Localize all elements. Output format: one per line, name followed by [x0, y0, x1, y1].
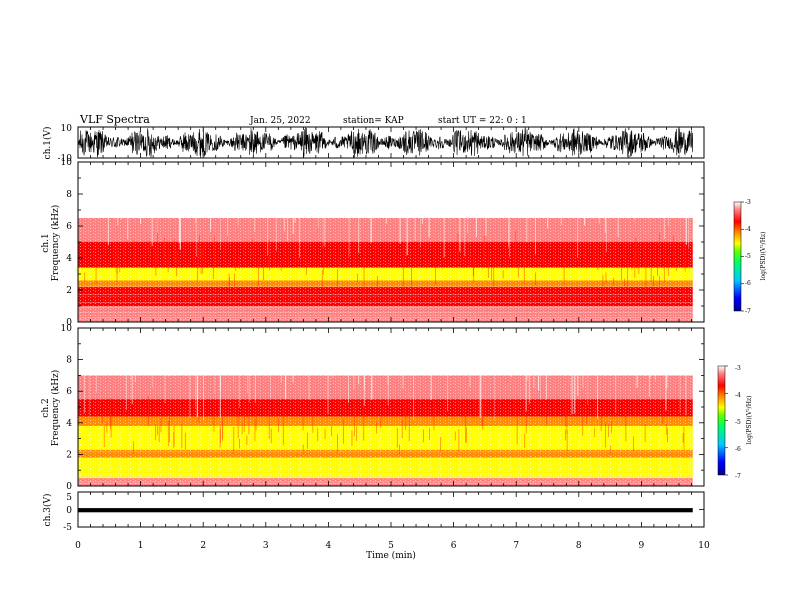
time-tick-2: 2: [200, 541, 206, 551]
ch3-waveform-panel: 5 0 -5 ch.3(V): [42, 491, 705, 533]
ch2-freq-tick-2: 2: [66, 450, 72, 460]
ch3-waveform-ticks: [77, 491, 705, 528]
ch2-freq-tick-4: 4: [66, 419, 72, 429]
ch1-spectrogram-ticks: [77, 161, 705, 323]
time-tick-6: 6: [451, 541, 457, 551]
ch2-colorbar-tick-m7: -7: [735, 473, 741, 480]
ch1-ytick-bottom: -10: [58, 154, 73, 164]
ch2-spectrogram-panel: 0 2 4 6 8 10 ch.2 Frequency (kHz) -3 -4 …: [41, 324, 753, 492]
ch3-waveform-ylabel: ch.3(V): [42, 494, 53, 527]
ch1-freq-tick-2: 2: [66, 286, 72, 296]
ch1-freq-tick-8: 8: [66, 190, 72, 200]
ch1-spectrogram-channel-label: ch.1: [41, 233, 51, 252]
ch2-colorbar-tick-m4: -4: [735, 392, 741, 399]
time-tick-7: 7: [513, 541, 519, 551]
ch1-colorbar-tick-m7: -7: [745, 308, 751, 315]
ch1-waveform-panel: 10 -10 ch.1(V): [42, 124, 705, 164]
time-tick-3: 3: [263, 541, 269, 551]
ch1-spectrogram-image: [78, 162, 693, 322]
header-start-time: start UT = 22: 0 : 1: [438, 116, 527, 126]
ch3-waveform-trace: [78, 508, 693, 513]
time-tick-4: 4: [326, 541, 332, 551]
time-tick-9: 9: [639, 541, 645, 551]
ch1-spectrogram-ylabel: Frequency (kHz): [50, 205, 61, 282]
ch2-freq-tick-6: 6: [66, 387, 72, 397]
ch2-colorbar: [717, 365, 726, 476]
ch2-spectrogram-channel-label: ch.2: [41, 398, 51, 417]
ch1-ytick-top: 10: [61, 124, 73, 134]
ch2-spectrogram-image: [78, 328, 693, 486]
time-axis-tick-labels: 0 1 2 3 4 5 6 7 8 9 10: [75, 541, 710, 551]
time-axis-label: Time (min): [366, 550, 416, 561]
ch1-freq-tick-4: 4: [66, 254, 72, 264]
ch2-spectrogram-ticks: [77, 327, 705, 487]
ch1-colorbar-ticks: [741, 201, 744, 312]
header-station: station= KAP: [343, 116, 404, 126]
ch2-freq-tick-0: 0: [66, 482, 72, 492]
ch3-ytick-0: 0: [66, 506, 72, 516]
ch3-ytick-m5: -5: [63, 523, 72, 533]
spectrogram-speckle: [78, 162, 693, 322]
ch3-waveform-band: [78, 508, 693, 513]
ch1-colorbar-tick-m5: -5: [745, 253, 751, 260]
spectrogram-speckle: [78, 328, 693, 486]
ch2-colorbar-tick-m5: -5: [735, 419, 741, 426]
ch1-colorbar-tick-m6: -6: [745, 280, 751, 287]
ch1-spectrogram-panel: 0 2 4 6 8 10 ch.1 Frequency (kHz) -3 -4 …: [41, 158, 767, 328]
header-date: Jan. 25, 2022: [249, 116, 311, 126]
ch1-freq-tick-0: 0: [66, 318, 72, 328]
ch2-colorbar-label: log(PSD)(V²/Hz): [746, 396, 753, 445]
time-tick-5: 5: [388, 541, 394, 551]
time-tick-0: 0: [75, 541, 81, 551]
ch1-waveform-ylabel: ch.1(V): [42, 127, 53, 160]
ch1-waveform-line: [77, 127, 694, 159]
ch2-freq-tick-8: 8: [66, 356, 72, 366]
ch2-colorbar-tick-m6: -6: [735, 446, 741, 453]
ch3-ytick-5: 5: [66, 493, 72, 503]
ch1-waveform-ticks: [77, 127, 705, 158]
figure-title: VLF Spectra: [79, 113, 150, 126]
ch2-spectrogram-ylabel: Frequency (kHz): [50, 370, 61, 447]
ch2-colorbar-ticks: [725, 365, 728, 476]
ch1-colorbar-tick-m3: -3: [745, 199, 751, 206]
ch2-freq-tick-10: 10: [61, 324, 73, 334]
ch1-colorbar-tick-m4: -4: [745, 226, 751, 233]
time-tick-8: 8: [576, 541, 582, 551]
ch1-freq-tick-10: 10: [61, 158, 73, 168]
ch2-colorbar-tick-m3: -3: [735, 365, 741, 372]
ch1-waveform-trace: [77, 127, 694, 159]
time-tick-1: 1: [138, 541, 144, 551]
ch1-colorbar: [733, 201, 742, 312]
ch1-freq-tick-6: 6: [66, 222, 72, 232]
ch1-colorbar-label: log(PSD)(V²/Hz): [760, 232, 767, 281]
time-tick-10: 10: [698, 541, 710, 551]
